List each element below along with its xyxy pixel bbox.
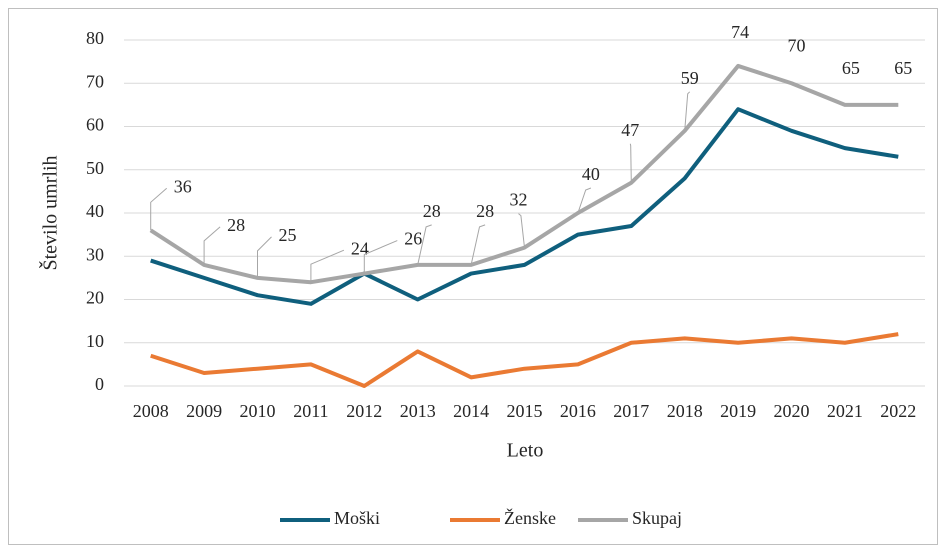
- line-series: [150, 332, 899, 388]
- y-axis-title: Število umrlih: [38, 156, 62, 271]
- x-tick-label: 2020: [774, 401, 810, 421]
- x-tick-label: 2013: [400, 401, 436, 421]
- data-label: 40: [582, 164, 600, 184]
- y-tick-label: 0: [95, 374, 104, 394]
- data-label: 65: [842, 58, 860, 78]
- y-tick-label: 30: [86, 244, 104, 264]
- data-label: 28: [476, 201, 494, 221]
- leader-line: [310, 249, 345, 283]
- y-tick-label: 50: [86, 158, 104, 178]
- x-tick-label: 2015: [507, 401, 543, 421]
- x-axis-title: Leto: [507, 440, 544, 462]
- data-label: 36: [174, 176, 192, 196]
- data-label: 47: [621, 120, 639, 140]
- data-label: 24: [351, 238, 369, 258]
- leader-line: [629, 143, 632, 183]
- x-tick-label: 2011: [293, 401, 328, 421]
- leader-line: [363, 240, 398, 274]
- x-tick-label: 2017: [613, 401, 649, 421]
- legend-label: Moški: [334, 508, 380, 528]
- data-label: 74: [731, 22, 749, 42]
- x-tick-label: 2012: [346, 401, 382, 421]
- leader-line: [203, 226, 221, 265]
- line-series: [150, 107, 899, 306]
- x-tick-label: 2022: [880, 401, 916, 421]
- leader-line: [577, 187, 592, 214]
- data-label: 28: [227, 215, 245, 235]
- y-tick-label: 20: [86, 288, 104, 308]
- data-label: 26: [404, 229, 422, 249]
- leader-line: [417, 224, 432, 266]
- legend-label: Skupaj: [632, 508, 682, 528]
- y-tick-label: 80: [86, 28, 104, 48]
- leader-line: [150, 187, 168, 231]
- x-tick-label: 2010: [240, 401, 276, 421]
- y-tick-label: 10: [86, 331, 104, 351]
- x-tick-label: 2021: [827, 401, 863, 421]
- x-tick-label: 2016: [560, 401, 596, 421]
- leader-line: [257, 236, 272, 278]
- data-label: 59: [681, 68, 699, 88]
- y-tick-label: 70: [86, 71, 104, 91]
- data-label: 25: [279, 225, 297, 245]
- data-label: 28: [423, 201, 441, 221]
- x-tick-label: 2008: [133, 401, 169, 421]
- data-label: 65: [894, 58, 912, 78]
- chart-border: [8, 8, 938, 545]
- leader-line: [518, 213, 525, 248]
- x-tick-label: 2009: [186, 401, 222, 421]
- leader-line: [684, 91, 691, 131]
- x-tick-label: 2018: [667, 401, 703, 421]
- y-tick-label: 60: [86, 115, 104, 135]
- leader-line: [470, 224, 486, 266]
- y-tick-label: 40: [86, 201, 104, 221]
- x-tick-label: 2019: [720, 401, 756, 421]
- x-tick-label: 2014: [453, 401, 489, 421]
- data-label: 32: [510, 190, 528, 210]
- data-label: 70: [788, 35, 806, 55]
- legend-label: Ženske: [504, 507, 556, 528]
